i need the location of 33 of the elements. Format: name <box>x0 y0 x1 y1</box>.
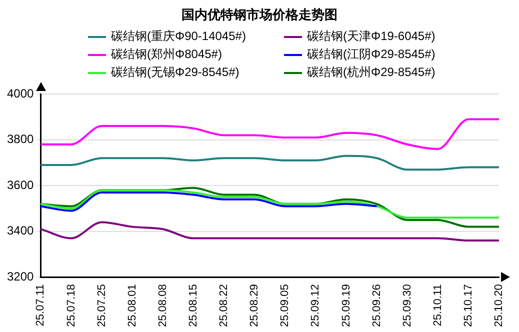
x-tick-label: 25.10.17 <box>462 284 474 328</box>
x-tick-label: 25.09.12 <box>310 284 322 328</box>
x-tick-label: 25.08.15 <box>187 284 200 328</box>
legend-label: 碳结钢(郑州Φ8045#) <box>111 46 222 63</box>
chart-title: 国内优特钢市场价格走势图 <box>180 6 338 24</box>
line-series <box>40 221 500 242</box>
x-tick-label: 25.07.11 <box>34 284 47 326</box>
line-series <box>40 191 378 212</box>
line-series <box>40 118 500 150</box>
y-tick-label: 3600 <box>6 178 34 192</box>
x-tick-label: 25.08.29 <box>248 284 261 328</box>
y-tick-label: 4000 <box>6 86 34 100</box>
y-tick-label: 3200 <box>6 269 34 284</box>
x-tick-label: 25.10.11 <box>432 284 444 326</box>
line-series <box>40 189 500 219</box>
line-series <box>40 154 500 171</box>
x-tick-label: 25.09.05 <box>279 284 292 328</box>
legend-label: 碳结钢(无锡Φ29-8545#) <box>111 64 240 81</box>
x-tick-label: 25.08.08 <box>156 284 169 328</box>
legend-label: 碳结钢(天津Φ19-6045#) <box>307 28 436 45</box>
x-tick-label: 25.08.22 <box>218 284 230 328</box>
y-tick-label: 3400 <box>6 224 34 238</box>
legend-label: 碳结钢(重庆Φ90-14045#) <box>111 28 246 45</box>
x-tick-label: 25.10.20 <box>493 284 506 328</box>
x-tick-label: 25.09.19 <box>340 284 352 328</box>
legend-label: 碳结钢(江阴Φ29-8545#) <box>307 46 436 63</box>
x-tick-label: 25.08.01 <box>126 284 138 328</box>
x-tick-label: 25.07.18 <box>65 284 78 328</box>
x-tick-label: 25.09.30 <box>401 284 414 328</box>
x-tick-label: 25.09.26 <box>370 284 383 328</box>
y-tick-label: 3800 <box>6 132 34 146</box>
legend-label: 碳结钢(杭州Φ29-8545#) <box>307 64 436 81</box>
x-tick-label: 25.07.25 <box>96 284 108 328</box>
